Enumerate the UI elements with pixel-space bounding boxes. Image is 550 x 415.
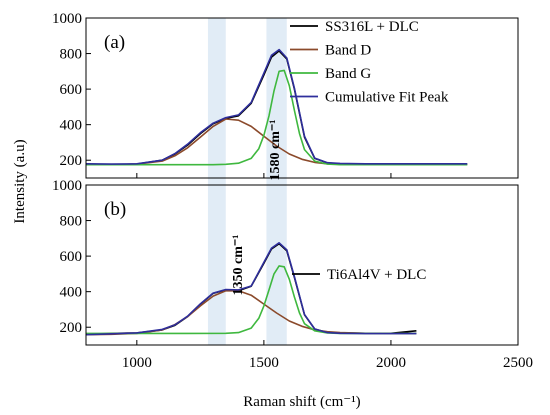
x-tick-label-1500: 1500 bbox=[249, 355, 279, 371]
y-tick-label-a-800: 800 bbox=[60, 47, 83, 63]
band-label-1: 1350 cm⁻¹ bbox=[231, 235, 246, 296]
panel-label-b: (b) bbox=[104, 199, 126, 220]
y-tick-label-b-400: 400 bbox=[60, 285, 83, 301]
series-line-a-4 bbox=[85, 48, 468, 165]
band-highlight-1 bbox=[207, 18, 226, 345]
band-highlight-2 bbox=[266, 18, 287, 345]
panel-label-a: (a) bbox=[104, 32, 125, 53]
x-tick-label-1000: 1000 bbox=[122, 355, 152, 371]
series-line-a-3 bbox=[86, 69, 468, 166]
panel-a: 200 400 600 800 1000 (a) bbox=[52, 11, 519, 179]
y-tick-label-b-800: 800 bbox=[60, 214, 83, 230]
panel-b: 200 400 600 800 1000 (b) bbox=[52, 178, 519, 346]
band-highlights bbox=[207, 18, 287, 345]
band-label-2: 1580 cm⁻¹ bbox=[268, 120, 283, 181]
x-tick-label-2000: 2000 bbox=[376, 355, 406, 371]
x-tick-label-2500: 2500 bbox=[503, 355, 533, 371]
y-tick-label-a-200: 200 bbox=[60, 153, 83, 169]
y-tick-label-b-600: 600 bbox=[60, 249, 83, 265]
y-tick-label-a-400: 400 bbox=[60, 118, 83, 134]
y-axis-title: Intensity (a.u) bbox=[12, 139, 28, 223]
series-line-b-4 bbox=[85, 242, 417, 336]
legend-b-label-1: Ti6Al4V + DLC bbox=[327, 267, 426, 283]
legend-a-label-3: Band G bbox=[325, 66, 371, 82]
x-axis-title: Raman shift (cm⁻¹) bbox=[243, 394, 360, 410]
series-line-b-1 bbox=[85, 242, 417, 336]
legend-a-label-4: Cumulative Fit Peak bbox=[325, 90, 449, 106]
legend-a-label-2: Band D bbox=[325, 43, 371, 59]
y-tick-label-a-600: 600 bbox=[60, 82, 83, 98]
shared-axes: 1000 1500 2000 2500 Raman shift (cm⁻¹) Intens… bbox=[12, 19, 533, 410]
y-tick-label-b-1000: 1000 bbox=[52, 178, 82, 194]
legend-a-label-1: SS316L + DLC bbox=[325, 19, 419, 35]
y-tick-label-b-200: 200 bbox=[60, 320, 83, 336]
plot-frame-a bbox=[85, 17, 519, 179]
plot-frame-b bbox=[85, 184, 519, 346]
y-tick-label-a-1000: 1000 bbox=[52, 11, 82, 27]
